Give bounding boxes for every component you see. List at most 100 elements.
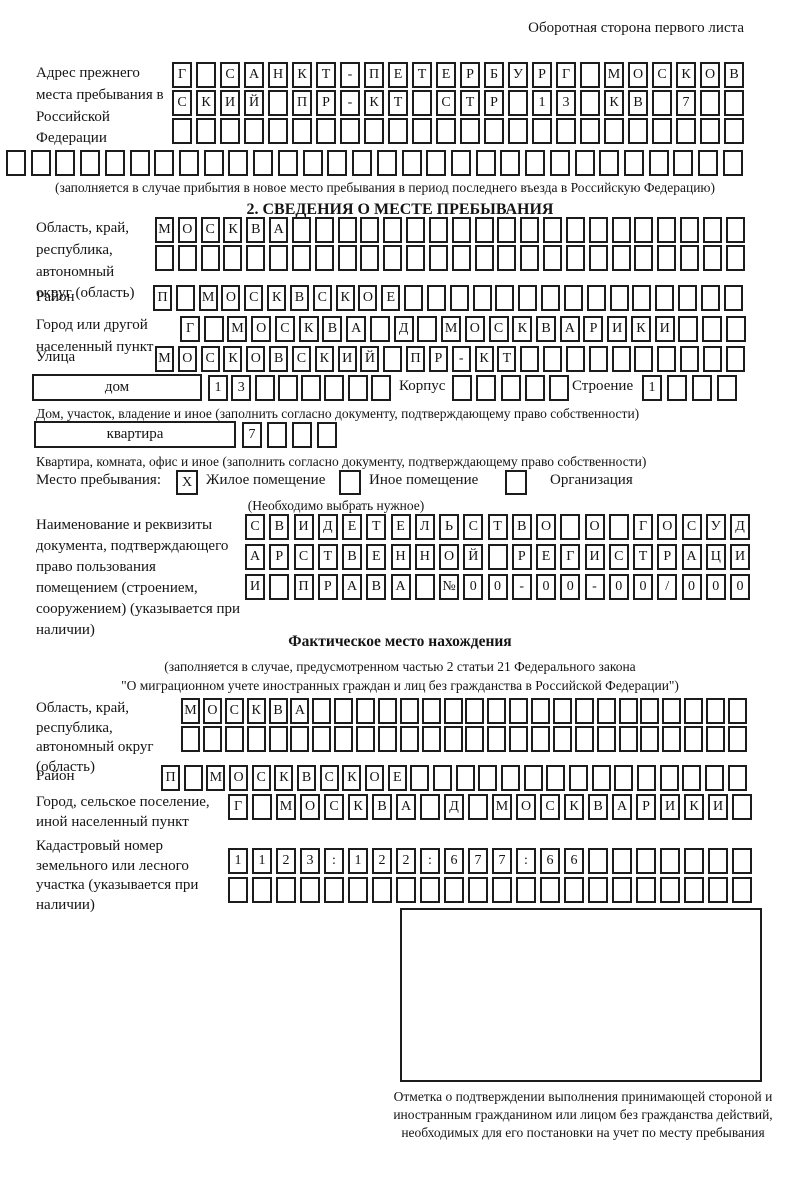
char-box[interactable]	[312, 698, 332, 724]
char-box[interactable]	[560, 514, 581, 540]
char-box[interactable]: 1	[208, 375, 228, 401]
char-box[interactable]	[292, 422, 312, 448]
char-box[interactable]	[244, 118, 264, 144]
char-box[interactable]	[414, 574, 435, 600]
char-box[interactable]: 2	[276, 848, 296, 874]
char-box[interactable]: С	[319, 765, 339, 791]
char-box[interactable]: М	[492, 794, 512, 820]
char-box[interactable]	[636, 848, 656, 874]
char-box[interactable]	[352, 150, 373, 176]
char-box[interactable]: П	[406, 346, 426, 372]
char-box[interactable]	[574, 698, 594, 724]
char-box[interactable]	[520, 245, 540, 271]
char-box[interactable]	[508, 118, 528, 144]
char-box[interactable]: Р	[657, 544, 678, 570]
char-box[interactable]	[660, 848, 680, 874]
char-box[interactable]: М	[155, 346, 174, 372]
char-box[interactable]	[252, 877, 272, 903]
char-box[interactable]	[181, 726, 200, 752]
char-box[interactable]	[569, 765, 589, 791]
char-box[interactable]	[525, 150, 546, 176]
char-box[interactable]	[657, 245, 677, 271]
char-box[interactable]: 7	[468, 848, 488, 874]
char-box[interactable]	[574, 150, 595, 176]
char-box[interactable]	[300, 877, 320, 903]
char-box[interactable]: В	[268, 698, 288, 724]
char-box[interactable]	[401, 150, 422, 176]
char-box[interactable]	[154, 150, 175, 176]
char-box[interactable]	[727, 726, 747, 752]
char-box[interactable]: -	[340, 90, 360, 116]
char-box[interactable]	[588, 217, 608, 243]
char-box[interactable]: М	[276, 794, 296, 820]
char-box[interactable]	[277, 150, 298, 176]
char-box[interactable]	[634, 245, 654, 271]
char-box[interactable]	[596, 726, 616, 752]
char-box[interactable]: Т	[366, 514, 387, 540]
char-box[interactable]: К	[474, 346, 494, 372]
char-box[interactable]	[574, 726, 594, 752]
char-box[interactable]	[465, 726, 485, 752]
char-box[interactable]: Р	[428, 346, 448, 372]
char-box[interactable]	[451, 245, 471, 271]
char-box[interactable]	[611, 346, 631, 372]
char-box[interactable]: П	[364, 62, 384, 88]
char-box[interactable]	[556, 118, 576, 144]
char-box[interactable]	[372, 877, 392, 903]
char-box[interactable]	[662, 726, 682, 752]
char-box[interactable]: К	[676, 62, 696, 88]
char-box[interactable]: Ц	[705, 544, 726, 570]
char-box[interactable]	[267, 422, 287, 448]
char-box[interactable]: И	[708, 794, 728, 820]
char-box[interactable]: С	[436, 90, 456, 116]
char-box[interactable]	[268, 90, 288, 116]
char-box[interactable]	[500, 375, 521, 401]
char-box[interactable]	[565, 346, 585, 372]
char-box[interactable]: В	[246, 217, 266, 243]
char-box[interactable]	[291, 217, 311, 243]
char-box[interactable]: С	[224, 698, 244, 724]
char-box[interactable]: С	[488, 316, 509, 342]
char-box[interactable]	[497, 217, 517, 243]
char-box[interactable]	[436, 118, 456, 144]
char-box[interactable]: М	[181, 698, 200, 724]
char-box[interactable]	[412, 90, 432, 116]
char-box[interactable]	[334, 698, 354, 724]
char-box[interactable]: А	[396, 794, 416, 820]
char-box[interactable]	[360, 245, 380, 271]
char-box[interactable]: 0	[487, 574, 508, 600]
char-box[interactable]: 7	[676, 90, 696, 116]
char-box[interactable]	[383, 217, 403, 243]
char-box[interactable]	[640, 698, 660, 724]
char-box[interactable]: 0	[608, 574, 629, 600]
char-box[interactable]: К	[292, 62, 312, 88]
char-box[interactable]: В	[342, 544, 362, 570]
char-box[interactable]	[404, 285, 424, 311]
char-box[interactable]: Н	[268, 62, 288, 88]
char-box[interactable]	[433, 765, 453, 791]
char-box[interactable]	[327, 150, 348, 176]
char-box[interactable]	[6, 150, 26, 176]
char-box[interactable]: К	[246, 698, 266, 724]
char-box[interactable]: В	[372, 794, 392, 820]
char-box[interactable]	[727, 765, 747, 791]
char-box[interactable]: 3	[556, 90, 576, 116]
char-box[interactable]: В	[269, 514, 290, 540]
char-box[interactable]	[175, 285, 195, 311]
char-box[interactable]: И	[293, 514, 314, 540]
char-box[interactable]: 1	[252, 848, 272, 874]
char-box[interactable]: Т	[633, 544, 653, 570]
char-box[interactable]: Т	[487, 514, 508, 540]
char-box[interactable]	[253, 150, 274, 176]
char-box[interactable]	[632, 285, 652, 311]
char-box[interactable]	[356, 726, 375, 752]
char-box[interactable]: С	[681, 514, 702, 540]
char-box[interactable]	[406, 217, 426, 243]
char-box[interactable]	[662, 698, 682, 724]
char-box[interactable]: П	[153, 285, 172, 311]
char-box[interactable]: К	[298, 316, 319, 342]
char-box[interactable]	[599, 150, 620, 176]
char-box[interactable]: К	[364, 90, 384, 116]
char-box[interactable]: Т	[316, 62, 336, 88]
char-box[interactable]: 0	[681, 574, 702, 600]
